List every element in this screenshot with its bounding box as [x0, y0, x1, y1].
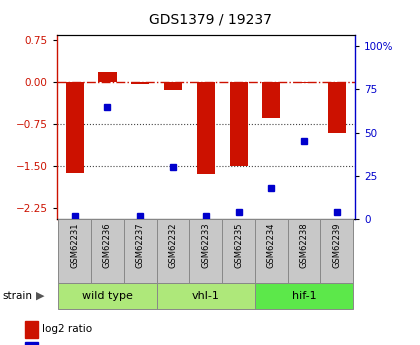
- Text: hif-1: hif-1: [292, 291, 316, 301]
- Bar: [262, 82, 281, 118]
- Text: GSM62238: GSM62238: [299, 222, 309, 268]
- Bar: [24, 342, 38, 345]
- Bar: [230, 82, 247, 166]
- Bar: [58, 283, 157, 309]
- Bar: [157, 283, 255, 309]
- Bar: [58, 219, 91, 283]
- Text: GSM62236: GSM62236: [103, 222, 112, 268]
- Text: GSM62235: GSM62235: [234, 222, 243, 268]
- Bar: [157, 219, 189, 283]
- Bar: [255, 283, 353, 309]
- Text: GDS1379 / 19237: GDS1379 / 19237: [149, 12, 271, 26]
- Bar: [66, 82, 84, 172]
- Text: GSM62234: GSM62234: [267, 222, 276, 268]
- Text: ▶: ▶: [36, 291, 44, 301]
- Text: strain: strain: [2, 291, 32, 301]
- Bar: [98, 72, 116, 82]
- Bar: [295, 82, 313, 83]
- Bar: [222, 219, 255, 283]
- Text: wild type: wild type: [82, 291, 133, 301]
- Bar: [288, 219, 320, 283]
- Bar: [255, 219, 288, 283]
- Bar: [164, 82, 182, 90]
- Bar: [91, 219, 124, 283]
- Text: GSM62239: GSM62239: [332, 222, 341, 268]
- Bar: [124, 219, 157, 283]
- Bar: [131, 82, 149, 84]
- Text: GSM62233: GSM62233: [201, 222, 210, 268]
- Bar: [189, 219, 222, 283]
- Text: GSM62231: GSM62231: [70, 222, 79, 268]
- Text: GSM62237: GSM62237: [136, 222, 145, 268]
- Bar: [24, 321, 38, 337]
- Bar: [197, 82, 215, 174]
- Text: GSM62232: GSM62232: [168, 222, 178, 268]
- Text: log2 ratio: log2 ratio: [42, 324, 92, 334]
- Bar: [328, 82, 346, 134]
- Bar: [320, 219, 353, 283]
- Text: vhl-1: vhl-1: [192, 291, 220, 301]
